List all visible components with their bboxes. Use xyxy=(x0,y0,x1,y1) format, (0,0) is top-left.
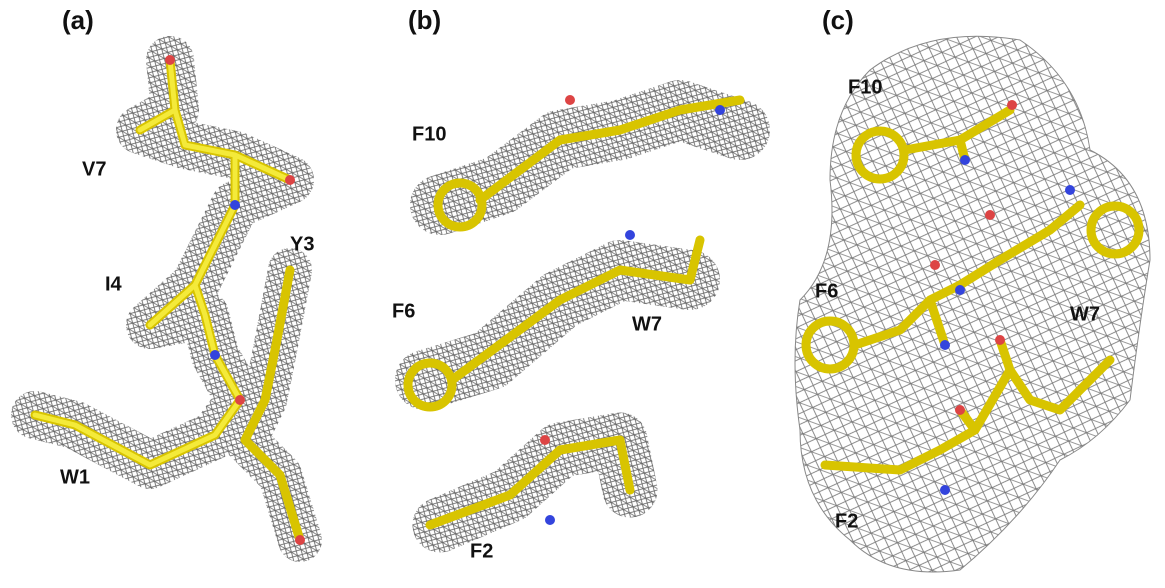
residue-label: W1 xyxy=(60,466,90,488)
panel-label: (a) xyxy=(62,5,94,35)
residue-label: F10 xyxy=(412,123,446,145)
residue-label: W7 xyxy=(632,313,662,335)
residue-label: V7 xyxy=(82,158,106,180)
residue-label: F6 xyxy=(815,280,838,302)
residue-label: Y3 xyxy=(290,233,314,255)
panel-b-structure xyxy=(408,95,740,525)
figure: (a) V7 Y3 I4 W1 (b) F10 F6 W7 F2 (c) F10… xyxy=(0,0,1165,588)
residue-label: F6 xyxy=(392,300,415,322)
residue-label: F2 xyxy=(835,510,858,532)
residue-label: F10 xyxy=(848,76,882,98)
residue-label: I4 xyxy=(105,273,123,295)
residue-label: F2 xyxy=(470,540,493,562)
residue-label: W7 xyxy=(1070,303,1100,325)
panel-label: (b) xyxy=(408,5,441,35)
panel-label: (c) xyxy=(822,5,854,35)
